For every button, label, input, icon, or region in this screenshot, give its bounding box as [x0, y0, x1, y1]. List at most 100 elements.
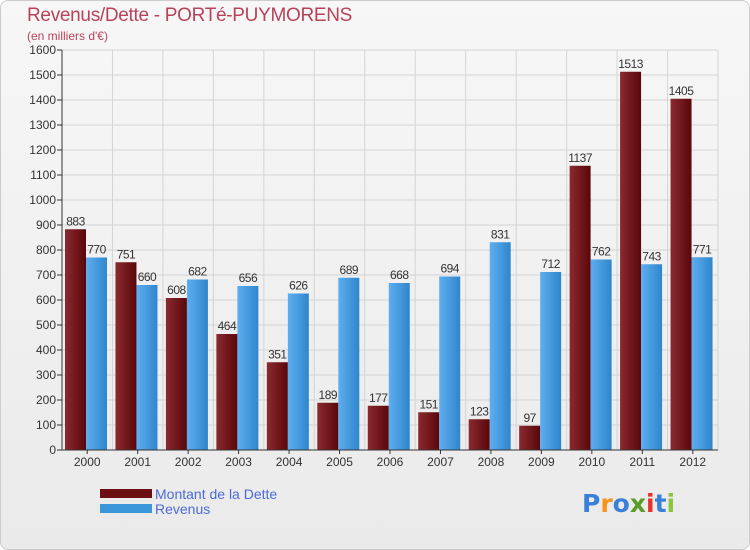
- logo-letter: o: [612, 489, 630, 518]
- logo-letter: t: [654, 489, 667, 518]
- value-label-revenus: 694: [440, 262, 459, 276]
- bar-revenus-2007: [439, 276, 461, 450]
- bar-revenus-2001: [136, 285, 158, 450]
- value-label-dette: 151: [419, 397, 438, 411]
- bar-dette-2011: [620, 71, 642, 450]
- value-label-revenus: 771: [693, 242, 712, 256]
- y-tick-label: 400: [36, 343, 56, 357]
- value-label-revenus: 668: [390, 268, 409, 282]
- value-label-dette: 97: [523, 411, 536, 425]
- value-label-dette: 883: [66, 214, 85, 228]
- x-tick-label: 2008: [478, 455, 505, 469]
- bar-revenus-2010: [590, 259, 612, 450]
- bar-revenus-2000: [86, 257, 107, 450]
- x-tick-label: 2005: [326, 455, 353, 469]
- bar-dette-2012: [670, 98, 692, 450]
- logo-letter: P: [582, 489, 601, 518]
- legend-item-debt: Montant de la Dette: [100, 485, 278, 502]
- bar-revenus-2009: [540, 272, 562, 450]
- bar-revenus-2006: [388, 283, 410, 450]
- logo-letter: i: [646, 489, 655, 518]
- x-tick-label: 2011: [629, 455, 655, 469]
- y-tick-label: 700: [36, 268, 56, 282]
- y-tick-label: 100: [36, 418, 56, 432]
- x-tick-label: 2004: [276, 455, 303, 469]
- y-tick-label: 800: [36, 243, 56, 257]
- value-label-revenus: 682: [188, 265, 207, 279]
- logo-letter: r: [600, 489, 613, 518]
- x-tick-label: 2000: [74, 455, 101, 469]
- y-tick-label: 600: [36, 293, 56, 307]
- bar-dette-2003: [216, 334, 238, 450]
- y-tick-label: 1200: [29, 143, 56, 157]
- y-tick-label: 1500: [29, 68, 56, 82]
- bar-revenus-2002: [186, 279, 208, 450]
- legend-label-revenus: Revenus: [155, 500, 211, 517]
- value-label-revenus: 626: [289, 279, 308, 293]
- chart-subtitle: (en milliers d'€): [27, 29, 108, 43]
- bar-dette-2009: [519, 425, 541, 450]
- bar-revenus-2008: [489, 242, 511, 450]
- x-tick-label: 2006: [377, 455, 404, 469]
- bar-dette-2000: [65, 229, 86, 450]
- value-label-revenus: 712: [541, 257, 560, 271]
- value-label-dette: 1405: [669, 84, 695, 98]
- x-tick-label: 2007: [427, 455, 454, 469]
- bar-dette-2001: [115, 262, 137, 450]
- y-tick-label: 900: [36, 218, 56, 232]
- x-tick-label: 2002: [175, 455, 202, 469]
- value-label-revenus: 689: [340, 263, 359, 277]
- legend-label-debt: Montant de la Dette: [155, 485, 278, 502]
- x-tick-label: 2003: [225, 455, 252, 469]
- y-tick-label: 500: [36, 318, 56, 332]
- y-tick-label: 1000: [29, 193, 56, 207]
- value-label-dette: 351: [268, 347, 287, 361]
- bar-revenus-2004: [287, 293, 309, 450]
- y-tick-label: 1300: [29, 118, 56, 132]
- value-label-dette: 189: [319, 388, 338, 402]
- value-label-revenus: 762: [592, 245, 611, 259]
- x-tick-label: 2010: [578, 455, 605, 469]
- bar-revenus-2005: [338, 277, 360, 450]
- value-label-dette: 608: [167, 283, 186, 297]
- bar-dette-2005: [317, 402, 339, 450]
- y-tick-label: 1400: [29, 93, 56, 107]
- bar-dette-2008: [468, 419, 490, 450]
- x-tick-label: 2001: [124, 455, 151, 469]
- bar-dette-2002: [165, 298, 187, 450]
- legend-item-revenus: Revenus: [100, 500, 277, 517]
- legend-swatch-revenus: [100, 504, 152, 513]
- value-label-revenus: 743: [642, 249, 661, 263]
- bar-dette-2004: [266, 362, 288, 450]
- value-label-revenus: 770: [87, 243, 106, 257]
- x-tick-label: 2012: [679, 455, 706, 469]
- value-label-dette: 123: [470, 404, 489, 418]
- bar-dette-2006: [367, 405, 389, 450]
- logo-letter: x: [629, 489, 646, 518]
- proxiti-logo: Proxiti: [582, 489, 675, 518]
- legend-swatch-debt: [100, 489, 152, 498]
- value-label-dette: 751: [117, 247, 136, 261]
- value-label-revenus: 660: [138, 270, 157, 284]
- y-tick-label: 1600: [29, 43, 56, 57]
- y-tick-label: 300: [36, 368, 56, 382]
- value-label-revenus: 656: [239, 271, 258, 285]
- bar-revenus-2011: [641, 264, 663, 450]
- legend: Montant de la Dette Revenus: [100, 485, 278, 517]
- value-label-dette: 1137: [568, 151, 593, 165]
- value-label-dette: 1513: [618, 57, 644, 71]
- chart-title: Revenus/Dette - PORTé-PUYMORENS: [27, 5, 353, 26]
- y-tick-label: 0: [49, 443, 56, 457]
- bar-dette-2010: [569, 165, 591, 450]
- bar-dette-2007: [418, 412, 440, 450]
- bar-revenus-2012: [691, 257, 713, 450]
- y-tick-label: 1100: [30, 168, 56, 182]
- value-label-revenus: 831: [491, 227, 510, 241]
- y-tick-label: 200: [36, 393, 56, 407]
- x-tick-label: 2009: [528, 455, 555, 469]
- logo-letter: i: [666, 489, 676, 518]
- value-label-dette: 464: [218, 319, 237, 333]
- bar-revenus-2003: [237, 286, 259, 450]
- value-label-dette: 177: [369, 391, 388, 405]
